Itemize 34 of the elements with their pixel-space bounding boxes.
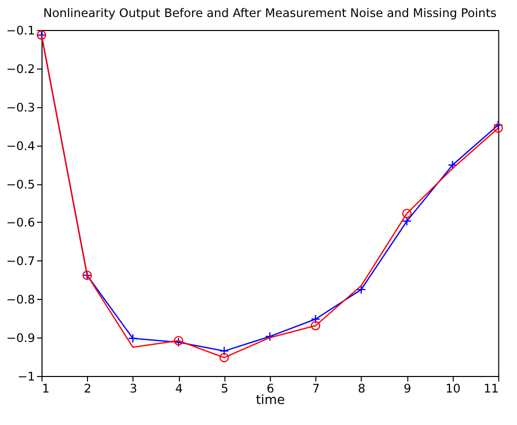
- y-tick-label: −1: [18, 369, 36, 384]
- y-tick-label: −0.4: [6, 138, 36, 153]
- x-tick-label: 4: [175, 381, 183, 396]
- y-tick-label: −0.9: [6, 331, 36, 346]
- y-tick-label: −0.8: [6, 292, 36, 307]
- x-tick-label: 9: [404, 381, 412, 396]
- x-tick-label: 6: [266, 381, 274, 396]
- point: [402, 208, 412, 218]
- point: [128, 334, 138, 344]
- y-tick-label: −0.1: [6, 24, 36, 38]
- point: [310, 320, 320, 330]
- y-tick-label: −0.3: [6, 100, 36, 114]
- point: [219, 346, 229, 356]
- x-tick-label: 7: [312, 381, 320, 396]
- x-tick-label: 11: [484, 381, 499, 396]
- point: [219, 352, 229, 362]
- y-tick-label: −0.6: [6, 216, 36, 230]
- x-tick-label: 8: [358, 381, 366, 396]
- point: [310, 314, 320, 324]
- point: [493, 120, 503, 130]
- y-tick-label: −0.5: [6, 177, 36, 192]
- point: [265, 332, 275, 342]
- x-tick-label: 5: [220, 381, 228, 396]
- x-tick-label: 3: [130, 381, 138, 396]
- x-tick-label: 10: [445, 381, 461, 396]
- x-tick-label: 1: [42, 381, 50, 396]
- y-tick-label: −0.7: [6, 254, 36, 268]
- y-tick-label: −0.2: [6, 62, 36, 76]
- chart-title: Nonlinearity Output Before and After Measurement Noise and Missing Points: [43, 6, 497, 20]
- point: [448, 160, 458, 170]
- x-axis-title: time: [256, 393, 285, 408]
- point: [356, 284, 366, 294]
- x-tick-label: 2: [84, 381, 92, 396]
- point: [493, 123, 503, 133]
